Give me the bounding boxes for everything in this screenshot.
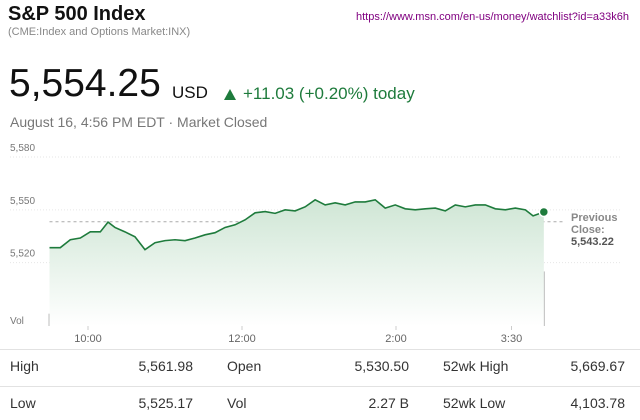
y-tick-label: 5,580 [10,143,35,154]
url[interactable]: https://www.msn.com/en-us/money/watchlis… [356,11,629,23]
title: S&P 500 Index [8,3,146,25]
up-arrow [224,89,236,100]
change: +11.03 (+0.20%) today [243,84,415,103]
stat-value: 4,103.78 [570,395,626,411]
y-tick-label: 5,520 [10,249,35,260]
x-tick-label: 12:00 [228,333,256,345]
y-tick-label: 5,550 [10,196,35,207]
subtitle: (CME:Index and Options Market:INX) [8,26,191,38]
previous-close-label: Previous Close: [571,212,618,236]
stat-label: Open [227,358,262,374]
price-line [49,198,545,251]
area-fill [49,199,544,326]
stat-value: 5,561.98 [138,358,194,374]
stat-value: 2.27 B [368,395,409,411]
price: 5,554.25 [9,62,161,105]
stat-value: 5,530.50 [354,358,410,374]
stat-label: 52wk Low [443,395,506,411]
previous-close-value: 5,543.22 [571,236,614,248]
timestamp: August 16, 4:56 PM EDT · Market Closed [10,114,268,130]
stat-value: 5,525.17 [138,395,194,411]
x-tick-label: 10:00 [74,333,102,345]
x-tick-label: 2:00 [385,333,406,345]
currency: USD [172,83,208,102]
volume-label: Vol [10,316,24,327]
row-separator [0,386,640,387]
stat-label: Low [10,395,36,411]
stat-label: 52wk High [443,358,509,374]
x-tick-label: 3:30 [501,333,522,345]
last-point [538,206,550,218]
row-separator [0,349,640,350]
stat-label: Vol [227,395,247,411]
stat-value: 5,669.67 [570,358,626,374]
stat-label: High [10,358,39,374]
